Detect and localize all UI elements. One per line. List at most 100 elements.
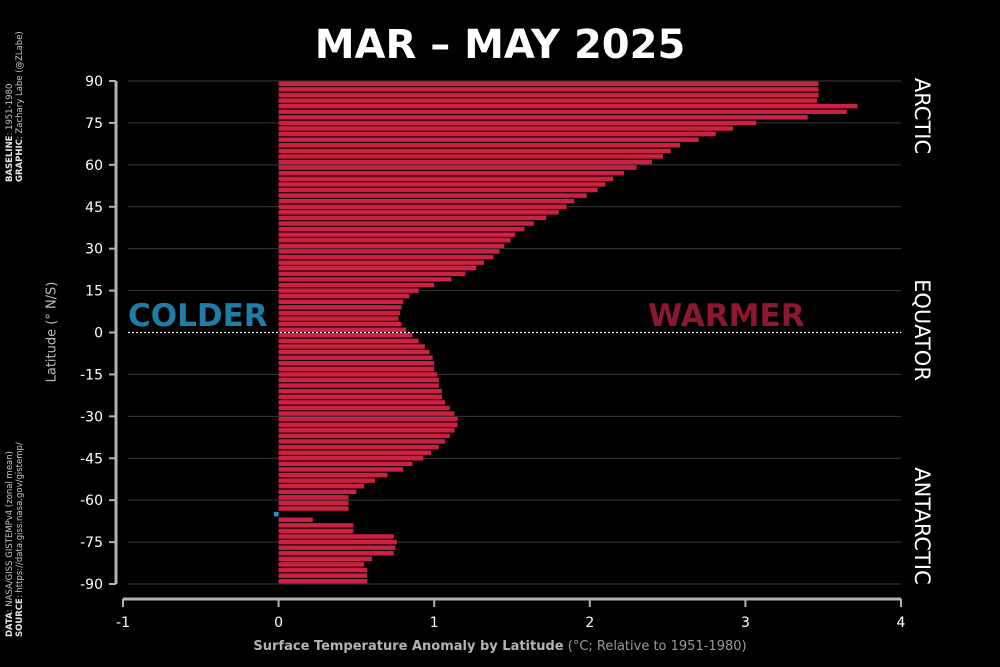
- y-tick-label: -90: [80, 577, 103, 593]
- warmer-label: WARMER: [648, 298, 805, 334]
- x-axis-label-main: Surface Temperature Anomaly by Latitude: [253, 639, 564, 654]
- bar: [278, 215, 547, 221]
- bar: [278, 277, 452, 282]
- bar: [278, 159, 653, 165]
- bar: [278, 137, 699, 142]
- bar: [278, 305, 402, 310]
- axes: 90 75 60 45 30 15 0 -15 -30 -45 -60 -75 -90 -1 0 1 2 3 4: [80, 74, 905, 631]
- bar: [278, 210, 559, 215]
- bar: [278, 405, 450, 411]
- bar: [278, 472, 388, 478]
- bar: [278, 539, 397, 545]
- x-tick-label: 2: [585, 615, 594, 631]
- bar: [278, 489, 357, 495]
- bar: [278, 143, 681, 148]
- bar: [278, 534, 394, 539]
- y-axis-label: Latitude (° N/S): [44, 281, 60, 383]
- bar: [278, 338, 419, 344]
- bar: [278, 148, 671, 154]
- bar: [278, 115, 808, 120]
- bar: [278, 545, 396, 550]
- bar: [278, 416, 458, 422]
- bar: [278, 567, 368, 573]
- bar: [278, 98, 817, 103]
- bar: [278, 495, 349, 500]
- bar: [278, 383, 439, 388]
- x-tick-label: 1: [430, 615, 439, 631]
- bar: [278, 388, 442, 394]
- bar: [278, 361, 435, 366]
- bar: [278, 506, 349, 511]
- source-value: : https://data.giss.nasa.gov/gistemp/: [15, 442, 25, 599]
- bar: [278, 377, 439, 383]
- bar: [278, 333, 413, 338]
- bar: [278, 523, 354, 528]
- bar: [278, 517, 313, 522]
- bar: [278, 238, 511, 243]
- y-tick-label: -30: [80, 409, 103, 425]
- bar: [278, 400, 446, 405]
- bar: [278, 182, 606, 187]
- bar: [278, 439, 446, 444]
- bar: [278, 355, 433, 360]
- y-tick-label: 60: [85, 158, 103, 174]
- gridlines: [128, 80, 901, 585]
- bar: [278, 578, 368, 584]
- bar: [278, 411, 455, 416]
- bar: [278, 193, 587, 198]
- baseline-value: : 1951-1980: [5, 83, 15, 136]
- bar: [278, 562, 365, 567]
- region-label-arctic: ARCTIC: [910, 77, 934, 155]
- bar: [278, 478, 376, 483]
- y-tick-label: -75: [80, 535, 103, 551]
- colder-label: COLDER: [128, 298, 268, 334]
- data-label: DATA: [5, 612, 15, 637]
- bar: [278, 327, 407, 332]
- bar: [278, 131, 716, 137]
- y-tick-label: 0: [94, 326, 103, 342]
- x-tick-label: 0: [274, 615, 283, 631]
- bar: [278, 372, 438, 377]
- bar: [278, 573, 368, 578]
- y-tick-label: 90: [85, 74, 103, 90]
- baseline-label: BASELINE: [5, 135, 15, 182]
- y-tick-label: -45: [80, 451, 103, 467]
- bar: [278, 282, 435, 288]
- x-tick-label: 3: [741, 615, 750, 631]
- bar: [278, 109, 847, 114]
- source-label: SOURCE: [15, 598, 25, 637]
- y-tick-label: -60: [80, 493, 103, 509]
- bar: [278, 461, 413, 467]
- bar: [278, 120, 757, 126]
- y-tick-label: 45: [85, 200, 103, 216]
- bar: [278, 154, 663, 159]
- bar: [278, 483, 365, 489]
- bar: [278, 165, 637, 170]
- bar: [278, 293, 410, 299]
- region-label-equator: EQUATOR: [910, 279, 934, 381]
- bar: [278, 394, 442, 400]
- bar: [278, 204, 567, 209]
- graphic-label: GRAPHIC: [15, 139, 25, 182]
- bar: [278, 243, 505, 249]
- bar: [278, 344, 425, 349]
- bar: [278, 176, 614, 182]
- bar: [278, 170, 625, 176]
- bar: [278, 103, 858, 109]
- data-value: : NASA/GISS GISTEMPv4 (zonal mean): [5, 451, 15, 613]
- region-label-antarctic: ANTARCTIC: [910, 467, 934, 585]
- bar: [278, 528, 354, 534]
- bar: [278, 299, 404, 304]
- bar: [278, 444, 439, 450]
- bar: [278, 260, 484, 265]
- bar: [278, 551, 394, 556]
- bar: [278, 92, 819, 98]
- credits-baseline-graphic: BASELINE: 1951-1980 GRAPHIC: Zachary Lab…: [5, 31, 25, 182]
- bar: [278, 221, 534, 226]
- bar: [278, 556, 372, 562]
- bar: [278, 450, 432, 455]
- bars: [273, 81, 858, 584]
- bar: [273, 511, 279, 517]
- y-tick-label: 30: [85, 242, 103, 258]
